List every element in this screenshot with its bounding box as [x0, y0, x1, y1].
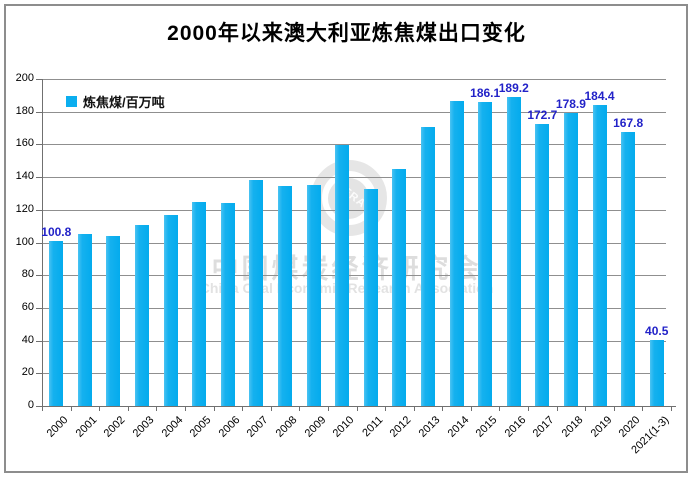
gridline — [42, 209, 666, 211]
bar-2019 — [592, 104, 607, 406]
bar-value-label: 172.7 — [527, 107, 558, 122]
gridline — [42, 373, 666, 375]
chart-title: 2000年以来澳大利亚炼焦煤出口变化 — [167, 22, 526, 45]
gridline — [42, 275, 666, 277]
y-axis-label: 140 — [15, 170, 34, 183]
y-axis-label: 100 — [15, 235, 34, 248]
y-axis-tick — [36, 307, 42, 309]
bar-2018 — [563, 113, 578, 406]
bar-value-label: 186.1 — [470, 85, 501, 100]
x-axis-tick — [442, 406, 444, 411]
x-axis-tick — [528, 406, 530, 411]
x-axis-tick — [385, 406, 387, 411]
x-axis-tick — [356, 406, 358, 411]
gridline — [42, 111, 666, 113]
x-axis-tick — [470, 406, 472, 411]
y-axis-tick — [36, 209, 42, 211]
x-axis-tick — [184, 406, 186, 411]
bar-2004 — [163, 214, 178, 406]
bar-2002 — [106, 235, 121, 406]
x-axis-tick — [613, 406, 615, 411]
bar-2020 — [621, 131, 636, 406]
x-axis-tick — [42, 406, 43, 411]
gridline — [42, 144, 666, 146]
bar-2016 — [506, 96, 521, 406]
bar-2000 — [49, 241, 64, 406]
bar-2008 — [278, 186, 293, 406]
bar-value-label: 167.8 — [613, 115, 644, 130]
x-axis-tick — [156, 406, 158, 411]
bar-2003 — [135, 224, 150, 406]
x-axis-tick — [671, 406, 672, 411]
bar-2007 — [249, 180, 264, 406]
bar-value-label: 178.9 — [555, 97, 586, 112]
bar-value-label: 100.8 — [41, 225, 72, 240]
bar-2021(1-3) — [649, 339, 664, 406]
gridline — [42, 340, 666, 342]
legend-swatch-icon — [66, 96, 77, 107]
x-axis-tick — [99, 406, 101, 411]
x-axis-tick — [299, 406, 301, 411]
x-axis-tick — [270, 406, 272, 411]
gridline — [42, 79, 666, 80]
bar-2013 — [420, 127, 435, 406]
y-axis-tick — [36, 242, 42, 244]
y-axis-tick — [36, 373, 42, 375]
y-axis-label: 0 — [27, 399, 34, 411]
y-axis-tick — [36, 144, 42, 146]
gridline — [42, 242, 666, 244]
x-axis-tick — [499, 406, 501, 411]
y-axis-tick — [36, 406, 42, 407]
gridline — [42, 177, 666, 179]
bar-2010 — [335, 145, 350, 406]
bar-2014 — [449, 101, 464, 406]
y-axis-tick — [36, 177, 42, 179]
y-axis-label: 200 — [15, 72, 34, 84]
x-axis-tick — [585, 406, 587, 411]
y-axis-line — [42, 79, 43, 406]
y-axis-label: 120 — [15, 202, 34, 215]
x-axis-tick — [556, 406, 558, 411]
bar-value-label: 40.5 — [645, 323, 669, 338]
y-axis-tick — [36, 79, 42, 80]
y-axis-label: 180 — [15, 104, 34, 117]
y-axis-tick — [36, 340, 42, 342]
x-axis-tick — [327, 406, 329, 411]
y-axis-tick — [36, 111, 42, 113]
bar-2015 — [478, 101, 493, 406]
y-axis-label: 40 — [21, 333, 34, 346]
bar-2001 — [77, 233, 92, 406]
y-axis-label: 60 — [21, 300, 34, 313]
bar-value-label: 184.4 — [584, 88, 615, 103]
x-axis-tick — [213, 406, 215, 411]
gridline — [42, 307, 666, 309]
legend-label: 炼焦煤/百万吨 — [83, 95, 165, 110]
x-axis-tick — [242, 406, 244, 411]
y-axis-label: 20 — [21, 366, 34, 379]
x-axis-tick — [642, 406, 644, 411]
y-axis-tick — [36, 275, 42, 277]
legend: 炼焦煤/百万吨 — [66, 92, 165, 111]
bar-value-label: 189.2 — [498, 80, 529, 95]
bar-2005 — [192, 201, 207, 406]
x-axis-tick — [413, 406, 415, 411]
x-axis-line — [42, 406, 676, 407]
y-axis-label: 80 — [21, 268, 34, 281]
y-axis-label: 160 — [15, 137, 34, 150]
bar-2017 — [535, 123, 550, 406]
bar-2009 — [306, 185, 321, 406]
bar-2006 — [220, 203, 235, 406]
x-axis-tick — [70, 406, 72, 411]
bar-2011 — [363, 188, 378, 406]
bar-2012 — [392, 168, 407, 406]
x-axis-tick — [127, 406, 129, 411]
